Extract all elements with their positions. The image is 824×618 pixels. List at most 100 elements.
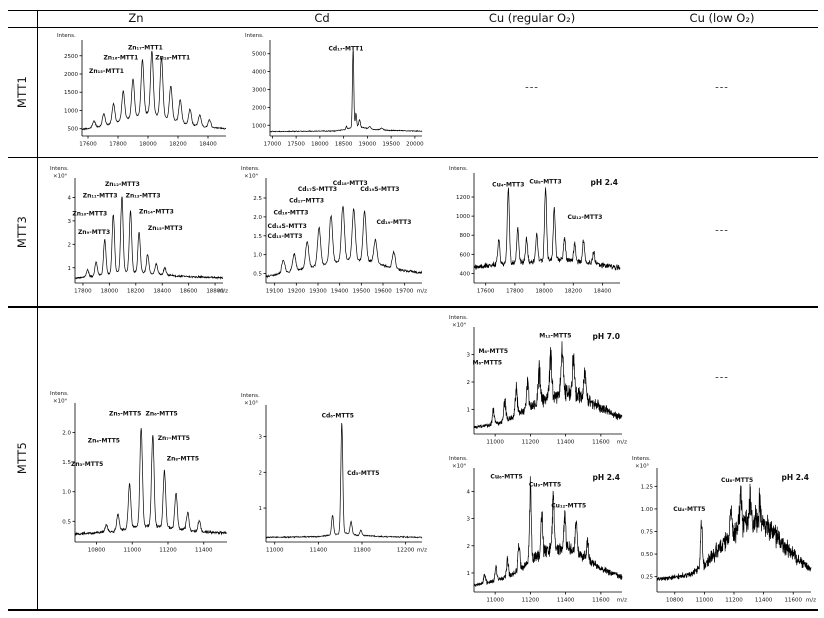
x-tick-label: 18400 xyxy=(153,289,171,295)
x-axis-unit: m/z xyxy=(617,440,627,446)
x-tick-label: 18000 xyxy=(101,289,119,295)
ph-label: pH 2.4 xyxy=(781,473,809,482)
x-tick-label: 18600 xyxy=(180,289,198,295)
peak-label: Cu₉-MTT5 xyxy=(529,482,561,489)
x-tick-label: 12200 xyxy=(397,548,415,554)
x-tick-label: 20000 xyxy=(406,142,424,148)
y-tick-label: 1 xyxy=(467,571,471,577)
peak-label: Zn₁₂-MTT3 xyxy=(105,181,140,188)
divider-row2-row3 xyxy=(8,306,818,308)
y-tick-label: 0.5 xyxy=(253,272,262,278)
peak-label: M₁₂-MTT5 xyxy=(539,332,571,339)
y-tick-label: 3 xyxy=(68,219,72,225)
spectrum-trace xyxy=(74,196,224,280)
peak-label: Zn₁₀-MTT3 xyxy=(72,211,107,218)
x-tick-label: 18400 xyxy=(199,142,217,148)
x-tick-label: 18000 xyxy=(139,142,157,148)
y-axis-title: Intens. xyxy=(245,33,264,39)
panel-mtt1-cd: 1000 2000 3000 4000 5000 17000 17500 18000 18500… xyxy=(243,30,429,152)
y-tick-label: 1000 xyxy=(252,123,266,129)
y-tick-label: 1.0 xyxy=(253,253,262,259)
y-tick-label: 2000 xyxy=(252,105,266,111)
peak-label: Zn₁₆-MTT1 xyxy=(103,55,138,62)
mass-spectrum-mtt1-zn: 500 1000 1500 2000 2500 17600 17800 18000 18200 1… xyxy=(57,33,227,148)
divider-top xyxy=(8,10,818,11)
x-tick-label: 19100 xyxy=(266,289,284,295)
peak-label: Zn₁₁-MTT3 xyxy=(83,192,118,199)
spectrum-trace xyxy=(269,50,423,133)
peak-label: Cd₁₈-MTT3 xyxy=(333,180,368,187)
panel-mtt5-cu-regular-ph24: 1 2 3 4 11000 11200 11400 11600 m/z Intens. ×10⁴ pH… xyxy=(447,453,629,608)
y-axis-title: Intens. xyxy=(449,315,468,321)
y-tick-label: 1.5 xyxy=(62,460,71,466)
y-tick-label: 2.5 xyxy=(253,196,262,202)
y-tick-label: 3 xyxy=(259,435,263,441)
peak-label: Zn₉-MTT3 xyxy=(78,229,110,236)
y-tick-label: 1 xyxy=(259,506,263,512)
divider-left-vertical xyxy=(37,10,38,610)
row-label-mtt5-text: MTT5 xyxy=(15,441,30,475)
x-tick-label: 11000 xyxy=(486,440,504,446)
y-tick-label: 2 xyxy=(467,544,471,550)
peak-label: Zn₄-MTT5 xyxy=(88,438,120,445)
peak-label: Zn₃-MTT5 xyxy=(71,461,103,468)
peak-label: Cd₁₇-MTT3 xyxy=(289,197,324,204)
x-tick-label: 11600 xyxy=(592,598,610,604)
peak-label: Cu₄-MTT3 xyxy=(492,182,524,189)
spectrum-trace xyxy=(265,205,423,279)
x-tick-label: 19400 xyxy=(331,289,349,295)
x-tick-label: 10800 xyxy=(666,598,684,604)
peak-label: Cu₈-MTT3 xyxy=(529,178,561,185)
y-tick-label: 1000 xyxy=(64,108,78,114)
peak-label: Zn₁₃-MTT3 xyxy=(126,192,161,199)
peak-label: Zn₁₅-MTT3 xyxy=(148,225,183,232)
x-tick-label: 11000 xyxy=(696,598,714,604)
mass-spectrum-mtt3-cd: 0.5 1.0 1.5 2.0 2.5 19100 19200 19300 19400 19500… xyxy=(241,166,427,295)
y-tick-label: 800 xyxy=(460,233,471,239)
mass-spectrum-mtt3-cu-regular: 400 600 800 1000 1200 17600 17800 18000 18200 184… xyxy=(449,166,621,295)
y-axis-scale: ×10⁴ xyxy=(452,463,467,470)
x-tick-label: 19500 xyxy=(353,289,371,295)
x-tick-label: 18200 xyxy=(169,142,187,148)
y-axis-scale: ×10⁴ xyxy=(53,398,68,405)
row-label-mtt5: MTT5 xyxy=(8,307,36,609)
x-tick-label: 17800 xyxy=(506,289,524,295)
x-tick-label: 17800 xyxy=(74,289,92,295)
x-tick-label: 11400 xyxy=(557,440,575,446)
mass-spectrum-mtt5-cu-low-ph24: 0.25 0.50 0.75 1.00 1.25 10800 11000 11200 11400… xyxy=(632,456,816,604)
panel-mtt5-cu-low-ph24: 0.25 0.50 0.75 1.00 1.25 10800 11000 11200 11400… xyxy=(630,453,818,608)
spectrum-trace xyxy=(473,341,623,429)
x-tick-label: 18000 xyxy=(535,289,553,295)
x-tick-label: 11400 xyxy=(195,548,213,554)
peak-label: Cu₁₂-MTT3 xyxy=(568,214,603,221)
x-axis-unit: m/z xyxy=(806,598,816,604)
x-tick-label: 11400 xyxy=(755,598,773,604)
mass-spectrum-mtt5-cu-regular-ph24: 1 2 3 4 11000 11200 11400 11600 m/z Intens.×10⁴ pH… xyxy=(449,456,627,604)
y-tick-label: 2 xyxy=(259,470,263,476)
y-tick-label: 0.75 xyxy=(641,530,654,536)
x-tick-label: 18000 xyxy=(311,142,329,148)
x-axis-unit: m/z xyxy=(617,598,627,604)
y-axis-title: Intens. xyxy=(241,393,260,399)
spectrum-trace xyxy=(473,476,623,587)
y-tick-label: 400 xyxy=(460,271,471,277)
y-tick-label: 1.25 xyxy=(641,484,654,490)
x-axis-unit: m/z xyxy=(218,289,228,295)
x-tick-label: 11400 xyxy=(557,598,575,604)
y-tick-label: 2.0 xyxy=(253,215,262,221)
x-tick-label: 19000 xyxy=(359,142,377,148)
peak-label: Cd₅-MTT5 xyxy=(347,470,379,477)
x-tick-label: 18500 xyxy=(335,142,353,148)
y-tick-label: 2 xyxy=(68,242,72,248)
x-tick-label: 11000 xyxy=(486,598,504,604)
y-tick-label: 3 xyxy=(467,517,471,523)
peak-label: Cd₁₉-MTT3 xyxy=(376,219,411,226)
spectrum-trace xyxy=(656,483,812,581)
y-tick-label: 2000 xyxy=(64,72,78,78)
spectrum-trace xyxy=(473,187,621,271)
x-tick-label: 17600 xyxy=(79,142,97,148)
x-tick-label: 19700 xyxy=(396,289,414,295)
ph-label: pH 2.4 xyxy=(590,178,618,187)
x-tick-label: 11200 xyxy=(725,598,743,604)
y-axis-scale: ×10⁵ xyxy=(244,400,258,407)
